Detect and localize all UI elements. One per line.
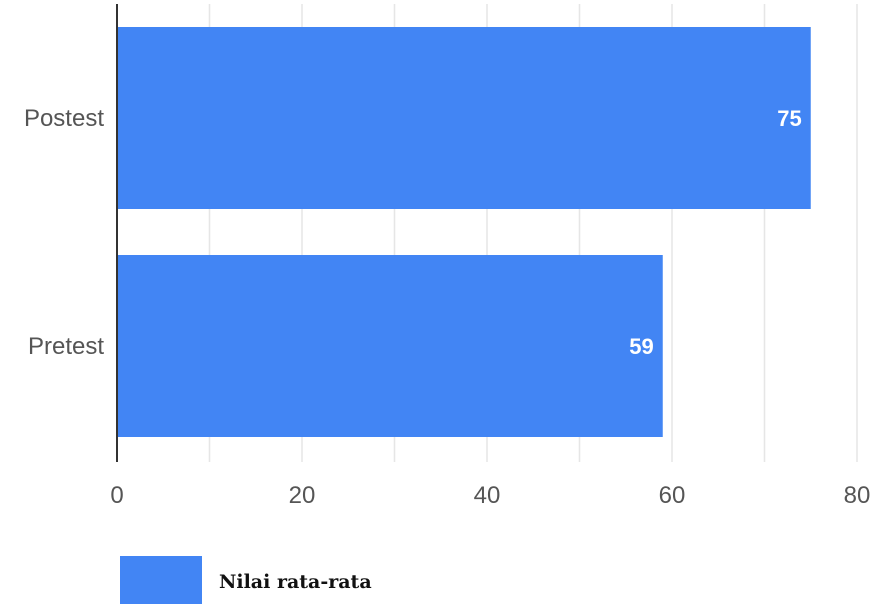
legend-swatch [120,556,202,604]
data-label-pretest: 59 [629,334,653,359]
category-label-pretest: Pretest [28,333,104,360]
x-tick-label-0: 0 [110,482,123,509]
x-tick-label-80: 80 [844,482,871,509]
category-labels: Postest Pretest [24,105,104,360]
x-tick-label-20: 20 [289,482,316,509]
bar-pretest [117,255,663,437]
bar-postest [117,27,811,209]
legend: Nilai rata-rata [120,556,372,604]
x-tick-label-60: 60 [659,482,686,509]
category-label-postest: Postest [24,105,104,132]
data-label-postest: 75 [777,106,801,131]
bars [117,27,811,437]
data-labels: 75 59 [629,106,801,359]
x-tick-label-40: 40 [474,482,501,509]
legend-label: Nilai rata-rata [219,571,372,593]
x-axis-ticks: 0 20 40 60 80 [110,482,870,509]
